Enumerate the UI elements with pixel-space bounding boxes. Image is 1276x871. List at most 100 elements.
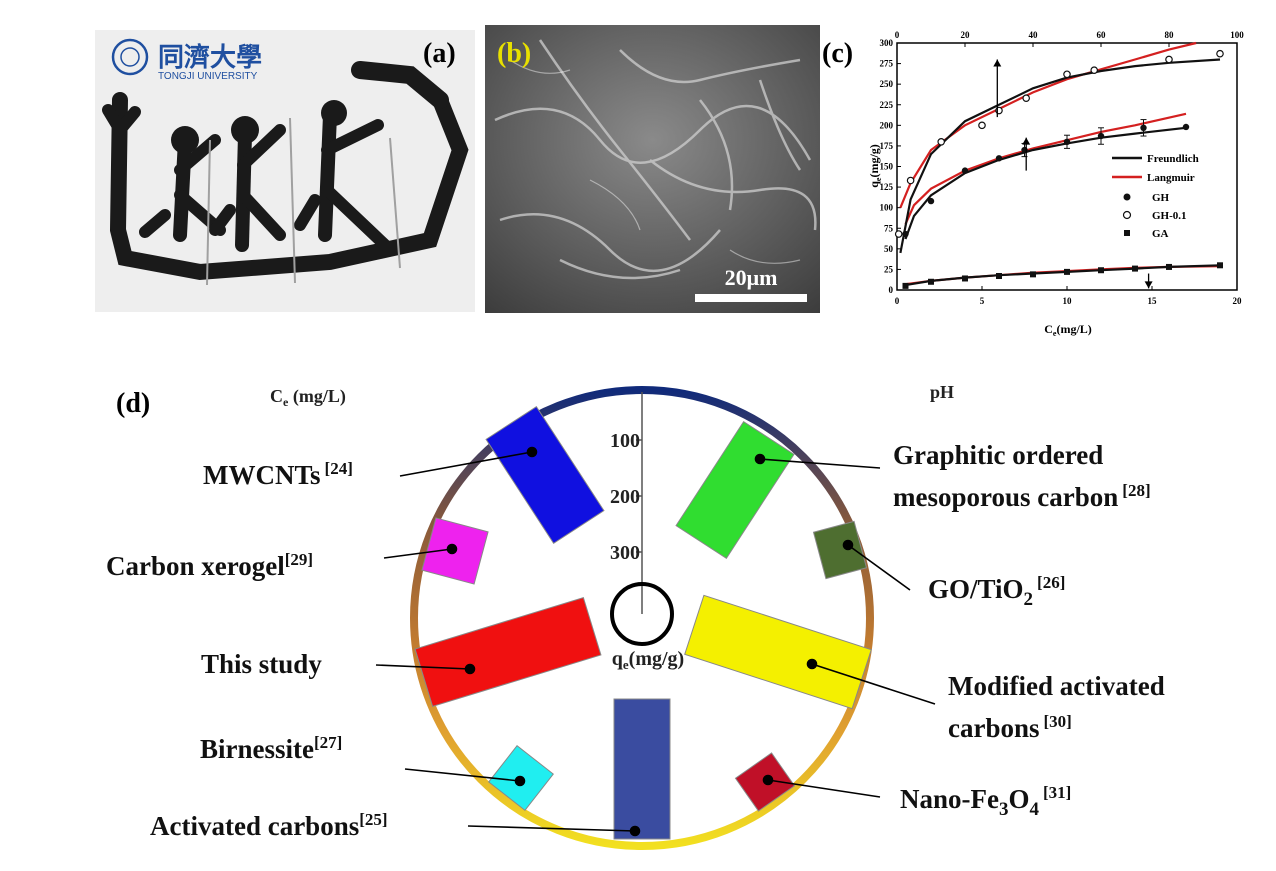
- point-ga: [1030, 271, 1036, 278]
- y-tick-label: 125: [880, 182, 894, 192]
- point-gh01: [1022, 94, 1030, 102]
- arrow-ga-head: [1144, 281, 1153, 289]
- point-gh01: [937, 138, 946, 146]
- legend-ga-marker: [1124, 230, 1130, 236]
- x-top-tick-label: 100: [1230, 30, 1244, 40]
- point-gh01: [1063, 70, 1071, 79]
- label-nanofe: Nano-Fe3O4[31]: [900, 783, 1071, 820]
- label-activated: Activated carbons[25]: [150, 810, 388, 841]
- y-tick-label: 75: [884, 223, 894, 233]
- qe-tick-label: 100: [610, 430, 640, 452]
- point-gh01: [1216, 49, 1224, 58]
- y-axis-label: qe(mg/g): [867, 144, 883, 188]
- x-bottom-tick-label: 0: [895, 296, 900, 306]
- box-graphitic: [675, 420, 795, 560]
- y-tick-label: 275: [880, 59, 894, 69]
- y-axis-ticks: 0 25 50 75 100 125 150 175 200 225 250 275 300: [880, 38, 901, 295]
- support-wires: [206, 117, 401, 286]
- legend-gh01-marker: [1122, 210, 1132, 220]
- arrow-gh-head: [1022, 137, 1031, 145]
- point-gh: [995, 155, 1003, 162]
- chart-legend: Freundlich Langmuir GH GH-0.1 GA: [1112, 153, 1199, 240]
- freundlich-curve-ga: [905, 264, 1221, 287]
- label-mwcnts: MWCNTs [24]: [203, 459, 353, 490]
- x-top-axis-ticks: 0 20 40 60 80 100: [895, 30, 1244, 47]
- box-mwcnts: [485, 405, 605, 545]
- panel-d: (d) Ce (mg/L) pH 100 200 300 qe(mg/g): [106, 382, 1165, 850]
- sem-wrinkles: [494, 39, 817, 280]
- point-gh: [1097, 132, 1105, 140]
- x-top-tick-label: 0: [895, 30, 900, 40]
- point-gh: [1063, 138, 1071, 145]
- panel-a-label: (a): [423, 38, 456, 69]
- y-tick-label: 250: [880, 79, 894, 89]
- langmuir-curve-gh: [904, 112, 1187, 225]
- point-ga: [1064, 268, 1070, 275]
- langmuir-curve-gh01: [899, 41, 1197, 209]
- legend-gh01-label: GH-0.1: [1152, 210, 1187, 222]
- x-top-tick-label: 20: [961, 30, 971, 40]
- qe-center-axis: 100 200 300 qe(mg/g): [610, 392, 684, 672]
- label-graphitic-line1: Graphitic ordered: [893, 440, 1103, 470]
- langmuir-curve-ga: [905, 265, 1221, 286]
- panel-b: 20μm (b): [485, 25, 820, 313]
- fit-curves: [899, 41, 1221, 287]
- x-bottom-tick-label: 10: [1063, 296, 1073, 306]
- arrow-gh01-head: [993, 59, 1002, 67]
- label-birnessite: Birnessite[27]: [200, 733, 342, 764]
- x-bottom-tick-label: 5: [980, 296, 985, 306]
- point-ga: [1166, 263, 1172, 270]
- freundlich-curve-gh01: [899, 58, 1221, 254]
- y-tick-label: 150: [880, 162, 894, 172]
- qe-tick-label: 200: [610, 486, 640, 508]
- x-bottom-axis-ticks: 0 5 10 15 20: [895, 286, 1242, 306]
- box-activated: [613, 698, 671, 840]
- data-points: [894, 49, 1224, 289]
- label-goti: GO/TiO2[26]: [928, 573, 1065, 610]
- scale-bar: [695, 294, 807, 302]
- x-bottom-tick-label: 15: [1148, 296, 1158, 306]
- x-top-tick-label: 40: [1029, 30, 1039, 40]
- point-ga: [1217, 262, 1223, 269]
- box-modified: [684, 594, 872, 710]
- panel-b-label: (b): [497, 38, 531, 69]
- x-axis-label: Ce(mg/L): [1044, 322, 1092, 338]
- tongji-logo: 同濟大學 TONGJI UNIVERSITY: [111, 38, 262, 82]
- point-gh01: [1090, 66, 1099, 74]
- center-circle: [610, 582, 674, 646]
- logo-chinese-name: 同濟大學: [158, 42, 262, 73]
- y-tick-label: 175: [880, 141, 894, 151]
- point-ga: [1098, 267, 1104, 274]
- point-ga: [962, 275, 968, 282]
- point-gh: [902, 230, 909, 238]
- point-gh: [1182, 123, 1190, 131]
- scale-bar-label: 20μm: [725, 265, 778, 290]
- point-gh01: [894, 230, 903, 238]
- point-gh: [961, 167, 969, 174]
- label-graphitic-line2: mesoporous carbon [28]: [893, 481, 1151, 512]
- point-gh01: [906, 176, 915, 185]
- legend-ga-label: GA: [1152, 228, 1169, 240]
- freundlich-curve-gh: [904, 126, 1187, 240]
- point-gh01: [1165, 55, 1173, 64]
- box-thisstudy: [414, 596, 602, 708]
- x-bottom-tick-label: 20: [1233, 296, 1243, 306]
- y-tick-label: 25: [884, 264, 894, 274]
- panel-d-label: (d): [116, 388, 150, 419]
- y-tick-label: 200: [880, 120, 894, 130]
- y-tick-label: 225: [880, 100, 894, 110]
- label-thisstudy: This study: [201, 649, 322, 679]
- leader-lines: [375, 446, 936, 837]
- panel-a: 同濟大學 TONGJI UNIVERSITY (a): [95, 30, 475, 312]
- box-goti: [812, 520, 868, 580]
- point-gh: [1140, 124, 1147, 132]
- y-tick-label: 300: [880, 38, 894, 48]
- corner-label-ph: pH: [930, 382, 954, 402]
- y-tick-label: 100: [880, 203, 894, 213]
- y-tick-label: 50: [884, 244, 894, 254]
- point-ga: [902, 282, 909, 289]
- corner-label-ce: Ce (mg/L): [270, 386, 346, 409]
- point-gh: [927, 197, 935, 205]
